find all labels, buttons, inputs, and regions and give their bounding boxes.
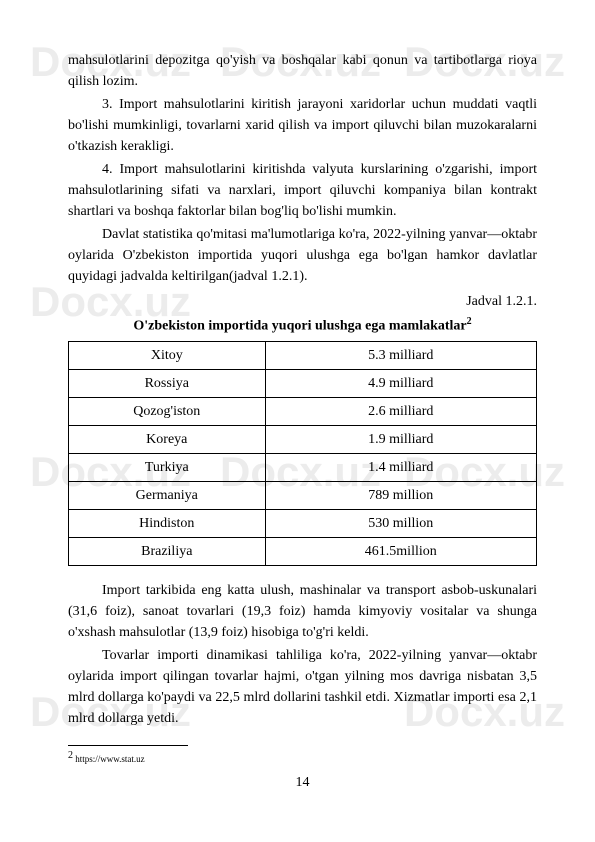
- footnote-ref: 2: [467, 316, 472, 327]
- footnote-text: https://www.stat.uz: [73, 754, 145, 764]
- import-countries-table: Xitoy5.3 milliardRossiya4.9 milliardQozo…: [68, 341, 537, 566]
- value-cell: 1.4 milliard: [265, 453, 536, 481]
- country-cell: Qozog'iston: [69, 397, 266, 425]
- table-title: O'zbekiston importida yuqori ulushga ega…: [68, 314, 537, 337]
- page-number: 14: [68, 772, 537, 793]
- country-cell: Germaniya: [69, 481, 266, 509]
- table-row: Turkiya1.4 milliard: [69, 453, 537, 481]
- table-row: Germaniya789 million: [69, 481, 537, 509]
- paragraph-point-4: 4. Import mahsulotlarini kiritishda valy…: [68, 159, 537, 222]
- table-title-text: O'zbekiston importida yuqori ulushga ega…: [133, 319, 466, 334]
- paragraph-point-3: 3. Import mahsulotlarini kiritish jarayo…: [68, 94, 537, 157]
- table-label: Jadval 1.2.1.: [68, 291, 537, 312]
- value-cell: 789 million: [265, 481, 536, 509]
- table-row: Xitoy5.3 milliard: [69, 341, 537, 369]
- table-row: Qozog'iston2.6 milliard: [69, 397, 537, 425]
- value-cell: 1.9 milliard: [265, 425, 536, 453]
- country-cell: Koreya: [69, 425, 266, 453]
- table-row: Braziliya461.5million: [69, 537, 537, 565]
- table-row: Koreya1.9 milliard: [69, 425, 537, 453]
- paragraph-intro-cont: mahsulotlarini depozitga qo'yish va bosh…: [68, 50, 537, 92]
- footnote: 2 https://www.stat.uz: [68, 748, 537, 767]
- country-cell: Braziliya: [69, 537, 266, 565]
- value-cell: 5.3 milliard: [265, 341, 536, 369]
- footnote-separator: [68, 745, 188, 746]
- paragraph-stat: Davlat statistika qo'mitasi ma'lumotlari…: [68, 224, 537, 287]
- country-cell: Hindiston: [69, 509, 266, 537]
- table-row: Rossiya4.9 milliard: [69, 369, 537, 397]
- value-cell: 2.6 milliard: [265, 397, 536, 425]
- value-cell: 530 million: [265, 509, 536, 537]
- paragraph-import-structure: Import tarkibida eng katta ulush, mashin…: [68, 580, 537, 643]
- paragraph-import-dynamics: Tovarlar importi dinamikasi tahliliga ko…: [68, 645, 537, 729]
- country-cell: Rossiya: [69, 369, 266, 397]
- country-cell: Xitoy: [69, 341, 266, 369]
- country-cell: Turkiya: [69, 453, 266, 481]
- value-cell: 4.9 milliard: [265, 369, 536, 397]
- value-cell: 461.5million: [265, 537, 536, 565]
- page-content: mahsulotlarini depozitga qo'yish va bosh…: [68, 50, 537, 793]
- table-row: Hindiston530 million: [69, 509, 537, 537]
